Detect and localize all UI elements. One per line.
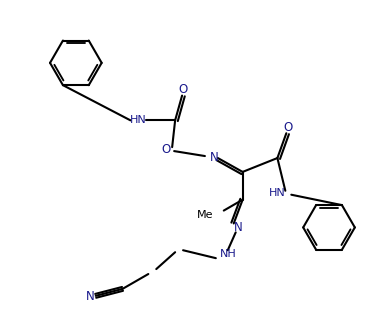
Text: Me: Me bbox=[197, 210, 214, 220]
Text: N: N bbox=[209, 151, 218, 163]
Text: O: O bbox=[284, 121, 293, 134]
Text: NH: NH bbox=[220, 249, 236, 259]
Text: O: O bbox=[178, 83, 188, 96]
Text: O: O bbox=[161, 143, 171, 156]
Text: N: N bbox=[86, 290, 94, 303]
Text: HN: HN bbox=[269, 188, 286, 198]
Text: HN: HN bbox=[130, 115, 147, 125]
Text: N: N bbox=[234, 221, 243, 234]
